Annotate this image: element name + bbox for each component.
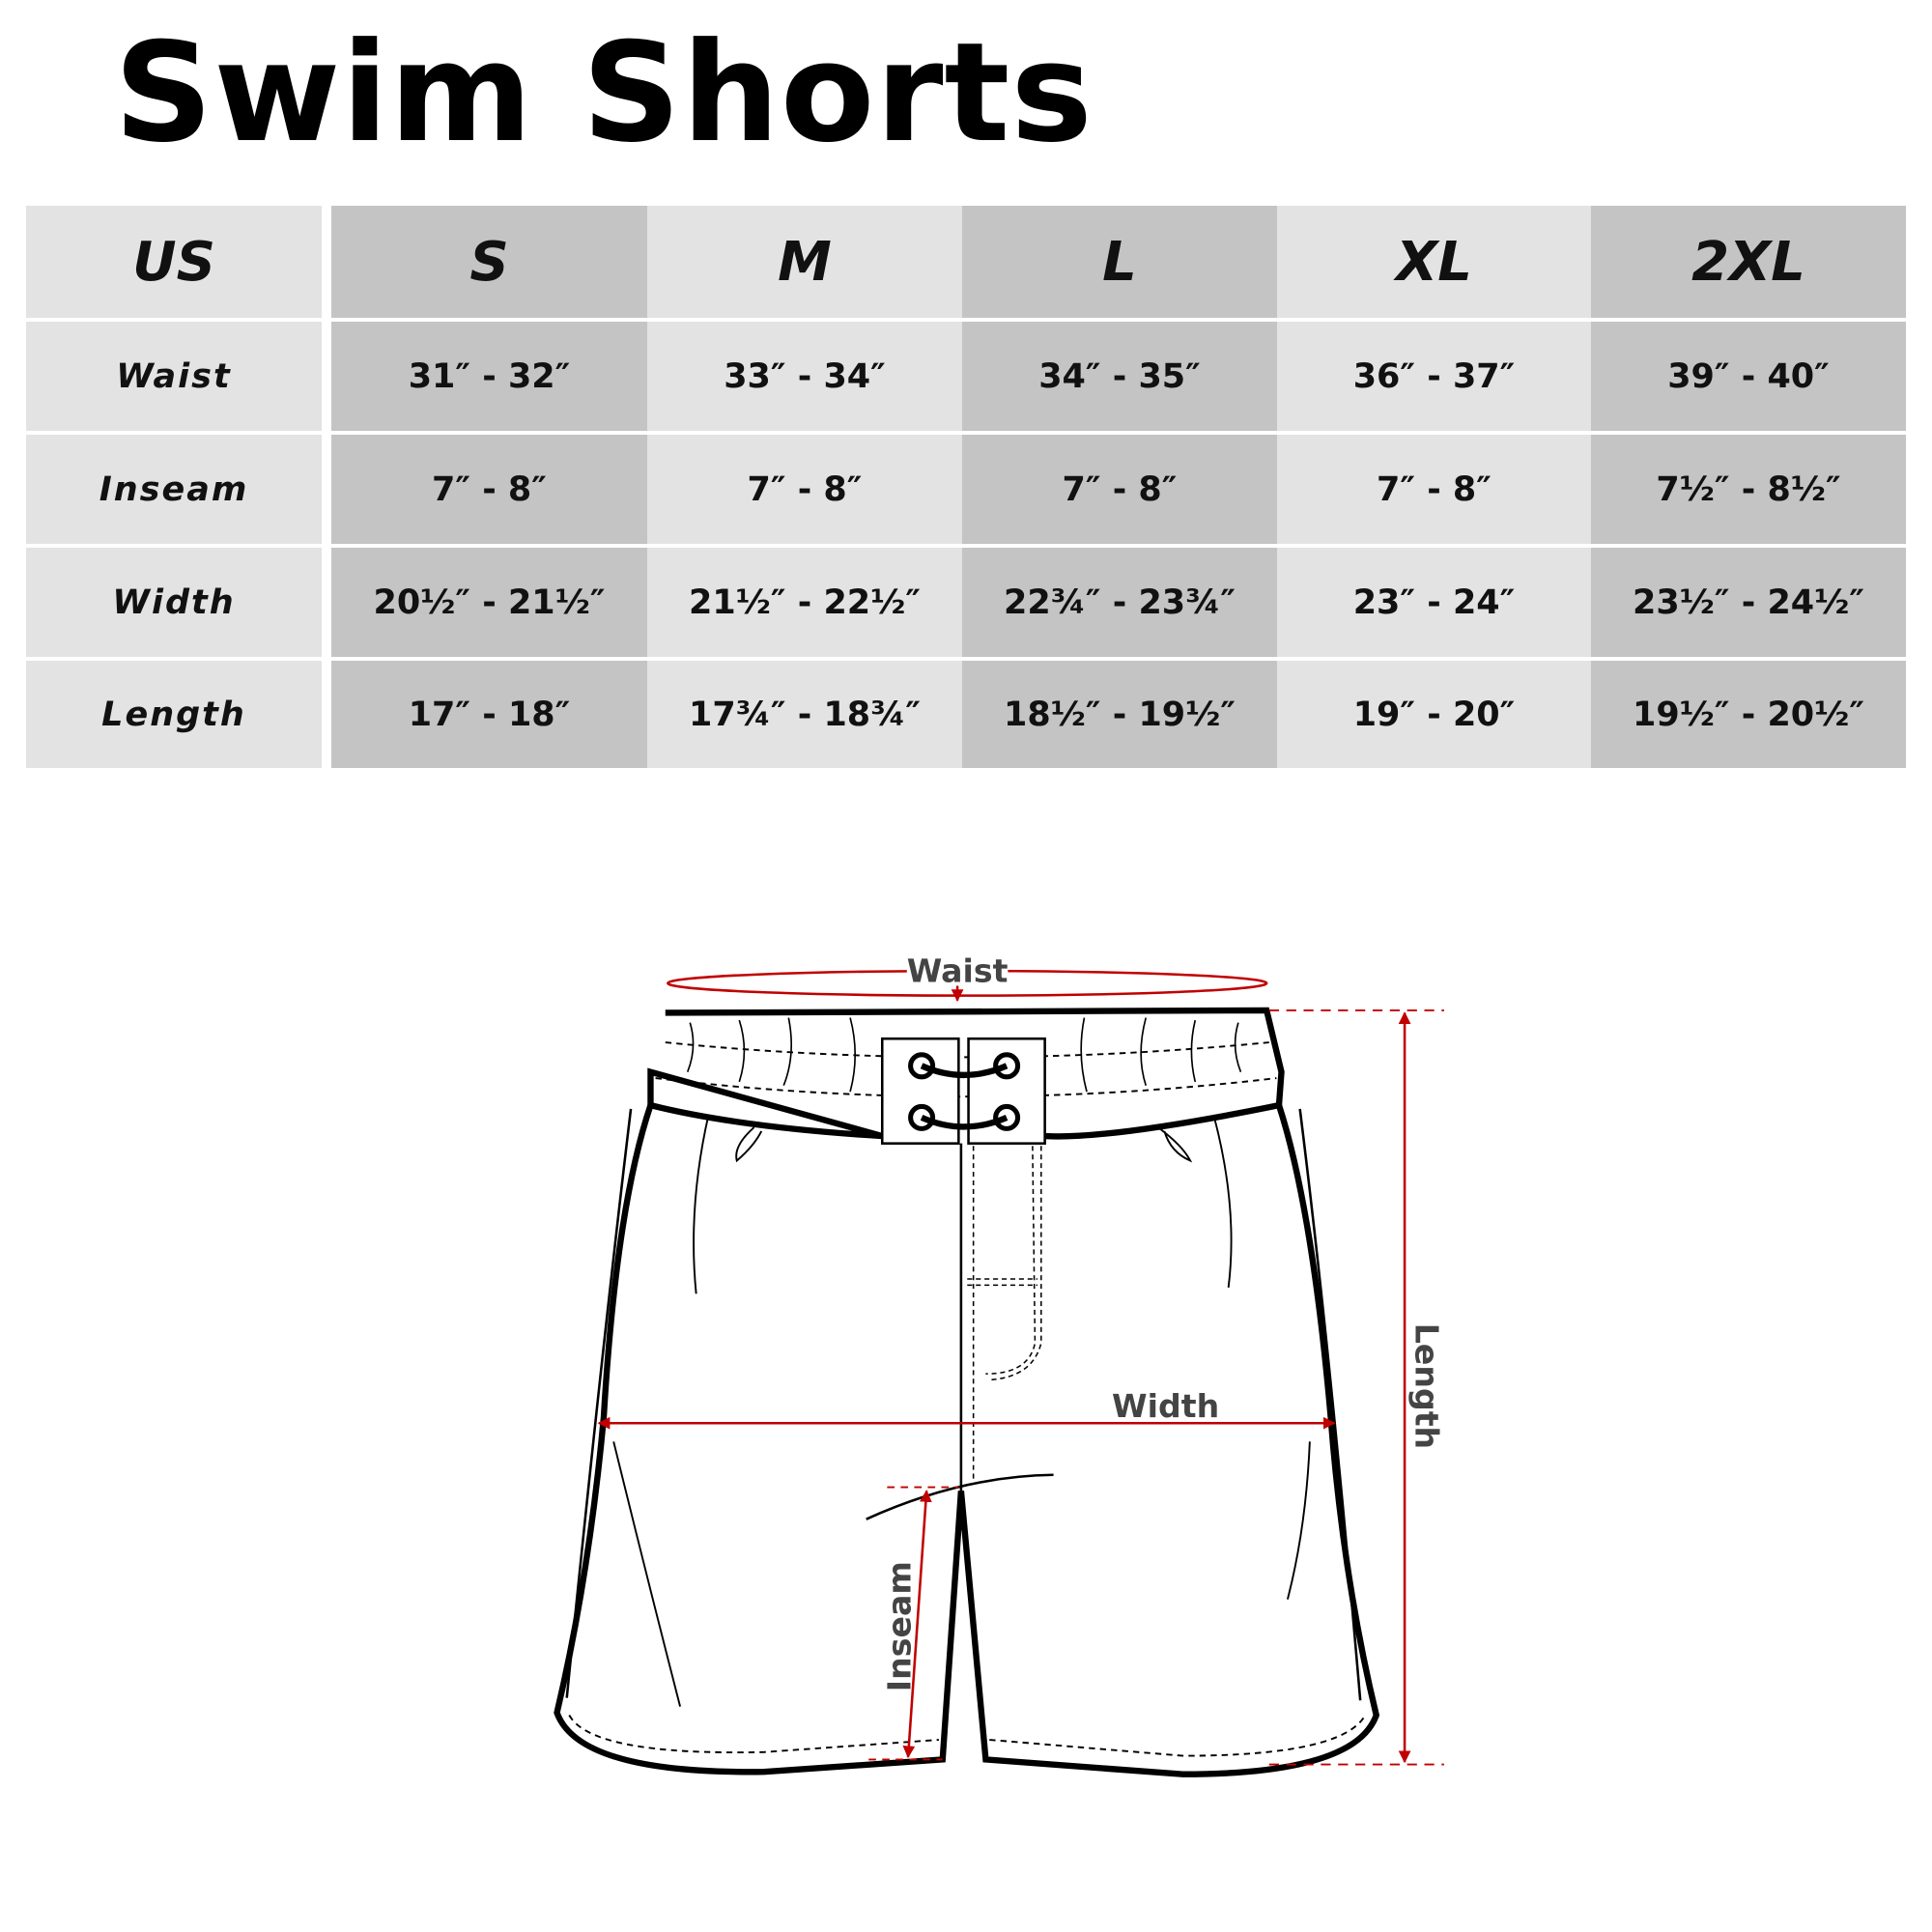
- measurement-cell: 7″ - 8″: [1277, 435, 1591, 544]
- size-chart-table: US S M L XL 2XL Waist 31″ - 32″ 33″ - 34″ 34″ - 3…: [26, 206, 1906, 768]
- size-header: S: [331, 206, 647, 318]
- measurement-cell: 17¾″ - 18¾″: [647, 661, 962, 768]
- shorts-illustration: [554, 1007, 1380, 1777]
- waist-label: Waist: [907, 952, 1009, 990]
- measurement-cell: 7″ - 8″: [331, 435, 647, 544]
- size-header: M: [647, 206, 962, 318]
- measurement-cell: 18½″ - 19½″: [962, 661, 1277, 768]
- region-header: US: [26, 206, 322, 318]
- measurement-cell: 7″ - 8″: [962, 435, 1277, 544]
- page-title: Swim Shorts: [114, 14, 1094, 173]
- measurement-cell: 7½″ - 8½″: [1591, 435, 1906, 544]
- length-label: Length: [1408, 1323, 1446, 1449]
- measurement-cell: 23½″ - 24½″: [1591, 548, 1906, 657]
- measurement-cell: 7″ - 8″: [647, 435, 962, 544]
- measurement-guides: [597, 969, 1444, 1766]
- inseam-label: Inseam: [881, 1561, 919, 1691]
- size-header: XL: [1277, 206, 1591, 318]
- measurement-cell: 33″ - 34″: [647, 322, 962, 431]
- measurement-cell: 20½″ - 21½″: [331, 548, 647, 657]
- inseam-measure-line: [902, 1490, 932, 1759]
- size-header: L: [962, 206, 1277, 318]
- measurement-cell: 21½″ - 22½″: [647, 548, 962, 657]
- measurement-cell: 22¾″ - 23¾″: [962, 548, 1277, 657]
- measurement-cell: 31″ - 32″: [331, 322, 647, 431]
- row-label: Length: [26, 661, 322, 768]
- row-label: Inseam: [26, 435, 322, 544]
- row-label: Waist: [26, 322, 322, 431]
- measurement-cell: 19″ - 20″: [1277, 661, 1591, 768]
- measurement-cell: 39″ - 40″: [1591, 322, 1906, 431]
- measurement-cell: 36″ - 37″: [1277, 322, 1591, 431]
- measurement-cell: 34″ - 35″: [962, 322, 1277, 431]
- measurement-cell: 23″ - 24″: [1277, 548, 1591, 657]
- size-header: 2XL: [1591, 206, 1906, 318]
- measurement-cell: 17″ - 18″: [331, 661, 647, 768]
- measurement-cell: 19½″ - 20½″: [1591, 661, 1906, 768]
- width-label: Width: [1112, 1387, 1219, 1425]
- row-label: Width: [26, 548, 322, 657]
